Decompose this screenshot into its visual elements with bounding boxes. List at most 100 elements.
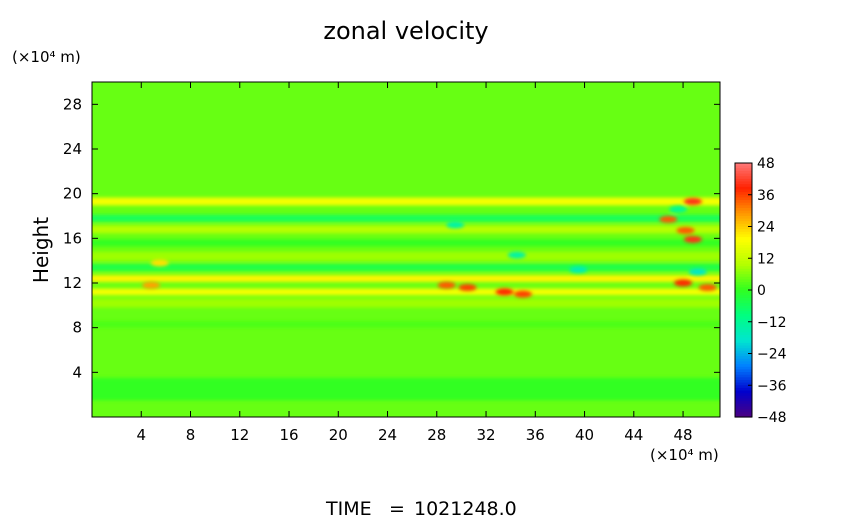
colorbar-segment bbox=[735, 390, 752, 394]
heatmap-base bbox=[92, 82, 720, 417]
colorbar-tick-label: 12 bbox=[757, 251, 775, 267]
colorbar-segment bbox=[735, 176, 752, 180]
y-axis-label: Height bbox=[29, 217, 53, 283]
x-tick-label: 28 bbox=[427, 426, 446, 444]
colorbar-segment bbox=[735, 213, 752, 217]
x-tick-label: 16 bbox=[279, 426, 298, 444]
y-axis-ticks: 4 8 12 16 20 24 28 bbox=[63, 95, 720, 381]
colorbar-segment bbox=[735, 186, 752, 191]
colorbar-segment bbox=[735, 207, 752, 212]
heatmap-band bbox=[92, 377, 720, 401]
colorbar-segment bbox=[735, 358, 752, 363]
colorbar-segment bbox=[735, 226, 752, 230]
colorbar-segment bbox=[735, 316, 752, 320]
heatmap-feature bbox=[142, 281, 161, 289]
heatmap-feature bbox=[669, 205, 688, 213]
colorbar-segment bbox=[735, 192, 752, 196]
colorbar-segment bbox=[735, 364, 752, 368]
colorbar-segment bbox=[735, 332, 752, 336]
colorbar-segment bbox=[735, 173, 752, 177]
colorbar-segment bbox=[735, 361, 752, 365]
heatmap-feature bbox=[458, 283, 477, 291]
time-label: TIME bbox=[325, 498, 372, 519]
heatmap-band bbox=[92, 275, 720, 282]
heatmap-band bbox=[92, 214, 720, 222]
x-tick-label: 20 bbox=[329, 426, 348, 444]
y-tick-label: 20 bbox=[63, 185, 82, 203]
colorbar-segment bbox=[735, 414, 752, 418]
x-tick-label: 40 bbox=[575, 426, 594, 444]
colorbar-segment bbox=[735, 279, 752, 283]
colorbar-segment bbox=[735, 393, 752, 397]
x-tick-label: 36 bbox=[526, 426, 545, 444]
heatmap-feature bbox=[495, 288, 514, 296]
heatmap-band bbox=[92, 197, 720, 206]
colorbar-segment bbox=[735, 255, 752, 259]
heatmap-feature bbox=[513, 290, 532, 298]
colorbar-segment bbox=[735, 229, 752, 233]
colorbar-segment bbox=[735, 282, 752, 286]
colorbar-tick-label: 24 bbox=[757, 220, 775, 236]
colorbar-segment bbox=[735, 266, 752, 270]
colorbar-segment bbox=[735, 385, 752, 389]
x-axis-ticks: 4 8 12 16 20 24 28 32 36 40 44 48 bbox=[136, 82, 693, 444]
colorbar-segment bbox=[735, 324, 752, 328]
x-axis-unit: (×10⁴ m) bbox=[650, 446, 719, 464]
time-value: 1021248.0 bbox=[414, 498, 517, 519]
x-tick-label: 8 bbox=[186, 426, 196, 444]
colorbar-segment bbox=[735, 366, 752, 370]
colorbar-tick-label: 48 bbox=[757, 156, 775, 172]
heatmap-band bbox=[92, 251, 720, 261]
colorbar-segment bbox=[735, 350, 752, 355]
colorbar-segment bbox=[735, 252, 752, 257]
colorbar-segment bbox=[735, 395, 752, 400]
colorbar-tick-label: −48 bbox=[757, 410, 787, 426]
colorbar-segment bbox=[735, 305, 752, 310]
colorbar-segment bbox=[735, 353, 752, 357]
x-tick-label: 24 bbox=[378, 426, 397, 444]
colorbar-segment bbox=[735, 181, 752, 185]
colorbar-segment bbox=[735, 263, 752, 267]
heatmap-bands bbox=[92, 197, 720, 401]
colorbar-segment bbox=[735, 163, 752, 167]
y-tick-label: 4 bbox=[72, 363, 82, 381]
colorbar-segment bbox=[735, 295, 752, 299]
colorbar-segment bbox=[735, 245, 752, 249]
chart-title: zonal velocity bbox=[323, 17, 488, 45]
colorbar-segment bbox=[735, 372, 752, 376]
heatmap-band bbox=[92, 264, 720, 271]
colorbar-segment bbox=[735, 205, 752, 209]
x-tick-label: 4 bbox=[136, 426, 146, 444]
colorbar-segment bbox=[735, 237, 752, 241]
colorbar-segment bbox=[735, 234, 752, 238]
heatmap-feature bbox=[683, 197, 702, 205]
heatmap-feature bbox=[437, 281, 456, 289]
colorbar-segment bbox=[735, 170, 752, 175]
colorbar-segment bbox=[735, 401, 752, 405]
colorbar-tick-label: −24 bbox=[757, 347, 787, 363]
heatmap-feature bbox=[659, 215, 678, 223]
colorbar-segment bbox=[735, 292, 752, 296]
colorbar-segment bbox=[735, 377, 752, 381]
colorbar-segment bbox=[735, 276, 752, 281]
heatmap-band bbox=[92, 320, 720, 328]
colorbar-segment bbox=[735, 382, 752, 386]
colorbar-segment bbox=[735, 284, 752, 288]
plot-frame bbox=[91, 81, 721, 418]
colorbar-segment bbox=[735, 319, 752, 323]
colorbar-segment bbox=[735, 337, 752, 341]
colorbar-tick-label: 0 bbox=[757, 283, 766, 299]
colorbar-segment bbox=[735, 271, 752, 275]
colorbar-tick-label: −36 bbox=[757, 378, 787, 394]
colorbar: 48 36 24 12 0 −12 −24 −36 −48 bbox=[734, 156, 787, 426]
colorbar-segment bbox=[735, 329, 752, 333]
colorbar-segment bbox=[735, 258, 752, 262]
y-tick-label: 24 bbox=[63, 140, 82, 158]
colorbar-segment bbox=[735, 231, 752, 236]
colorbar-segment bbox=[735, 356, 752, 360]
heatmap-band bbox=[92, 298, 720, 308]
colorbar-segment bbox=[735, 215, 752, 220]
colorbar-segment bbox=[735, 239, 752, 243]
x-tick-label: 32 bbox=[476, 426, 495, 444]
